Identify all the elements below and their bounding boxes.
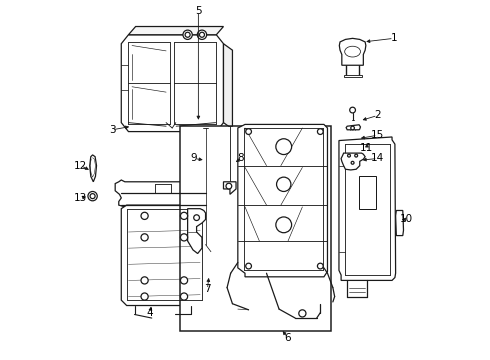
Circle shape — [141, 212, 148, 220]
Circle shape — [347, 154, 350, 157]
Circle shape — [318, 263, 323, 269]
Text: 4: 4 — [147, 308, 153, 318]
Text: 14: 14 — [371, 153, 384, 163]
Polygon shape — [188, 209, 205, 253]
Text: 3: 3 — [109, 125, 116, 135]
Text: 10: 10 — [400, 215, 413, 224]
Bar — [180, 126, 331, 330]
Polygon shape — [128, 27, 223, 35]
Polygon shape — [223, 182, 236, 194]
Bar — [359, 176, 376, 209]
Circle shape — [90, 194, 95, 199]
Circle shape — [351, 126, 354, 130]
Circle shape — [141, 234, 148, 241]
Polygon shape — [223, 44, 232, 129]
Circle shape — [355, 154, 358, 157]
Text: 7: 7 — [204, 284, 211, 294]
Circle shape — [183, 30, 192, 40]
Polygon shape — [122, 205, 207, 306]
Circle shape — [185, 32, 190, 37]
Circle shape — [180, 212, 188, 220]
Circle shape — [180, 293, 188, 300]
Text: 2: 2 — [374, 111, 381, 121]
Circle shape — [197, 30, 207, 40]
Circle shape — [88, 192, 97, 201]
Text: 12: 12 — [74, 161, 87, 171]
Polygon shape — [90, 155, 97, 182]
Polygon shape — [341, 153, 365, 170]
Text: 11: 11 — [360, 143, 373, 153]
Polygon shape — [339, 39, 366, 65]
Polygon shape — [346, 125, 361, 130]
Text: 6: 6 — [285, 333, 292, 343]
Circle shape — [180, 234, 188, 241]
Circle shape — [276, 177, 291, 192]
Circle shape — [245, 129, 251, 134]
Circle shape — [299, 310, 306, 317]
Text: 9: 9 — [191, 153, 197, 163]
Circle shape — [351, 161, 354, 164]
Circle shape — [318, 129, 323, 134]
Circle shape — [194, 215, 199, 221]
Text: 15: 15 — [371, 130, 384, 140]
Polygon shape — [122, 35, 223, 132]
Circle shape — [276, 139, 292, 154]
Ellipse shape — [344, 46, 361, 57]
Text: 8: 8 — [237, 153, 244, 163]
Polygon shape — [339, 137, 395, 280]
Polygon shape — [395, 211, 403, 235]
Circle shape — [245, 263, 251, 269]
Circle shape — [141, 277, 148, 284]
Circle shape — [180, 277, 188, 284]
Text: 5: 5 — [195, 6, 202, 17]
Circle shape — [199, 32, 204, 37]
Bar — [343, 75, 362, 77]
Circle shape — [141, 293, 148, 300]
Polygon shape — [115, 180, 207, 207]
Circle shape — [226, 183, 232, 189]
Text: 13: 13 — [74, 193, 87, 203]
Circle shape — [276, 217, 292, 233]
Text: 1: 1 — [391, 33, 397, 43]
Circle shape — [350, 107, 355, 113]
Polygon shape — [238, 125, 327, 277]
